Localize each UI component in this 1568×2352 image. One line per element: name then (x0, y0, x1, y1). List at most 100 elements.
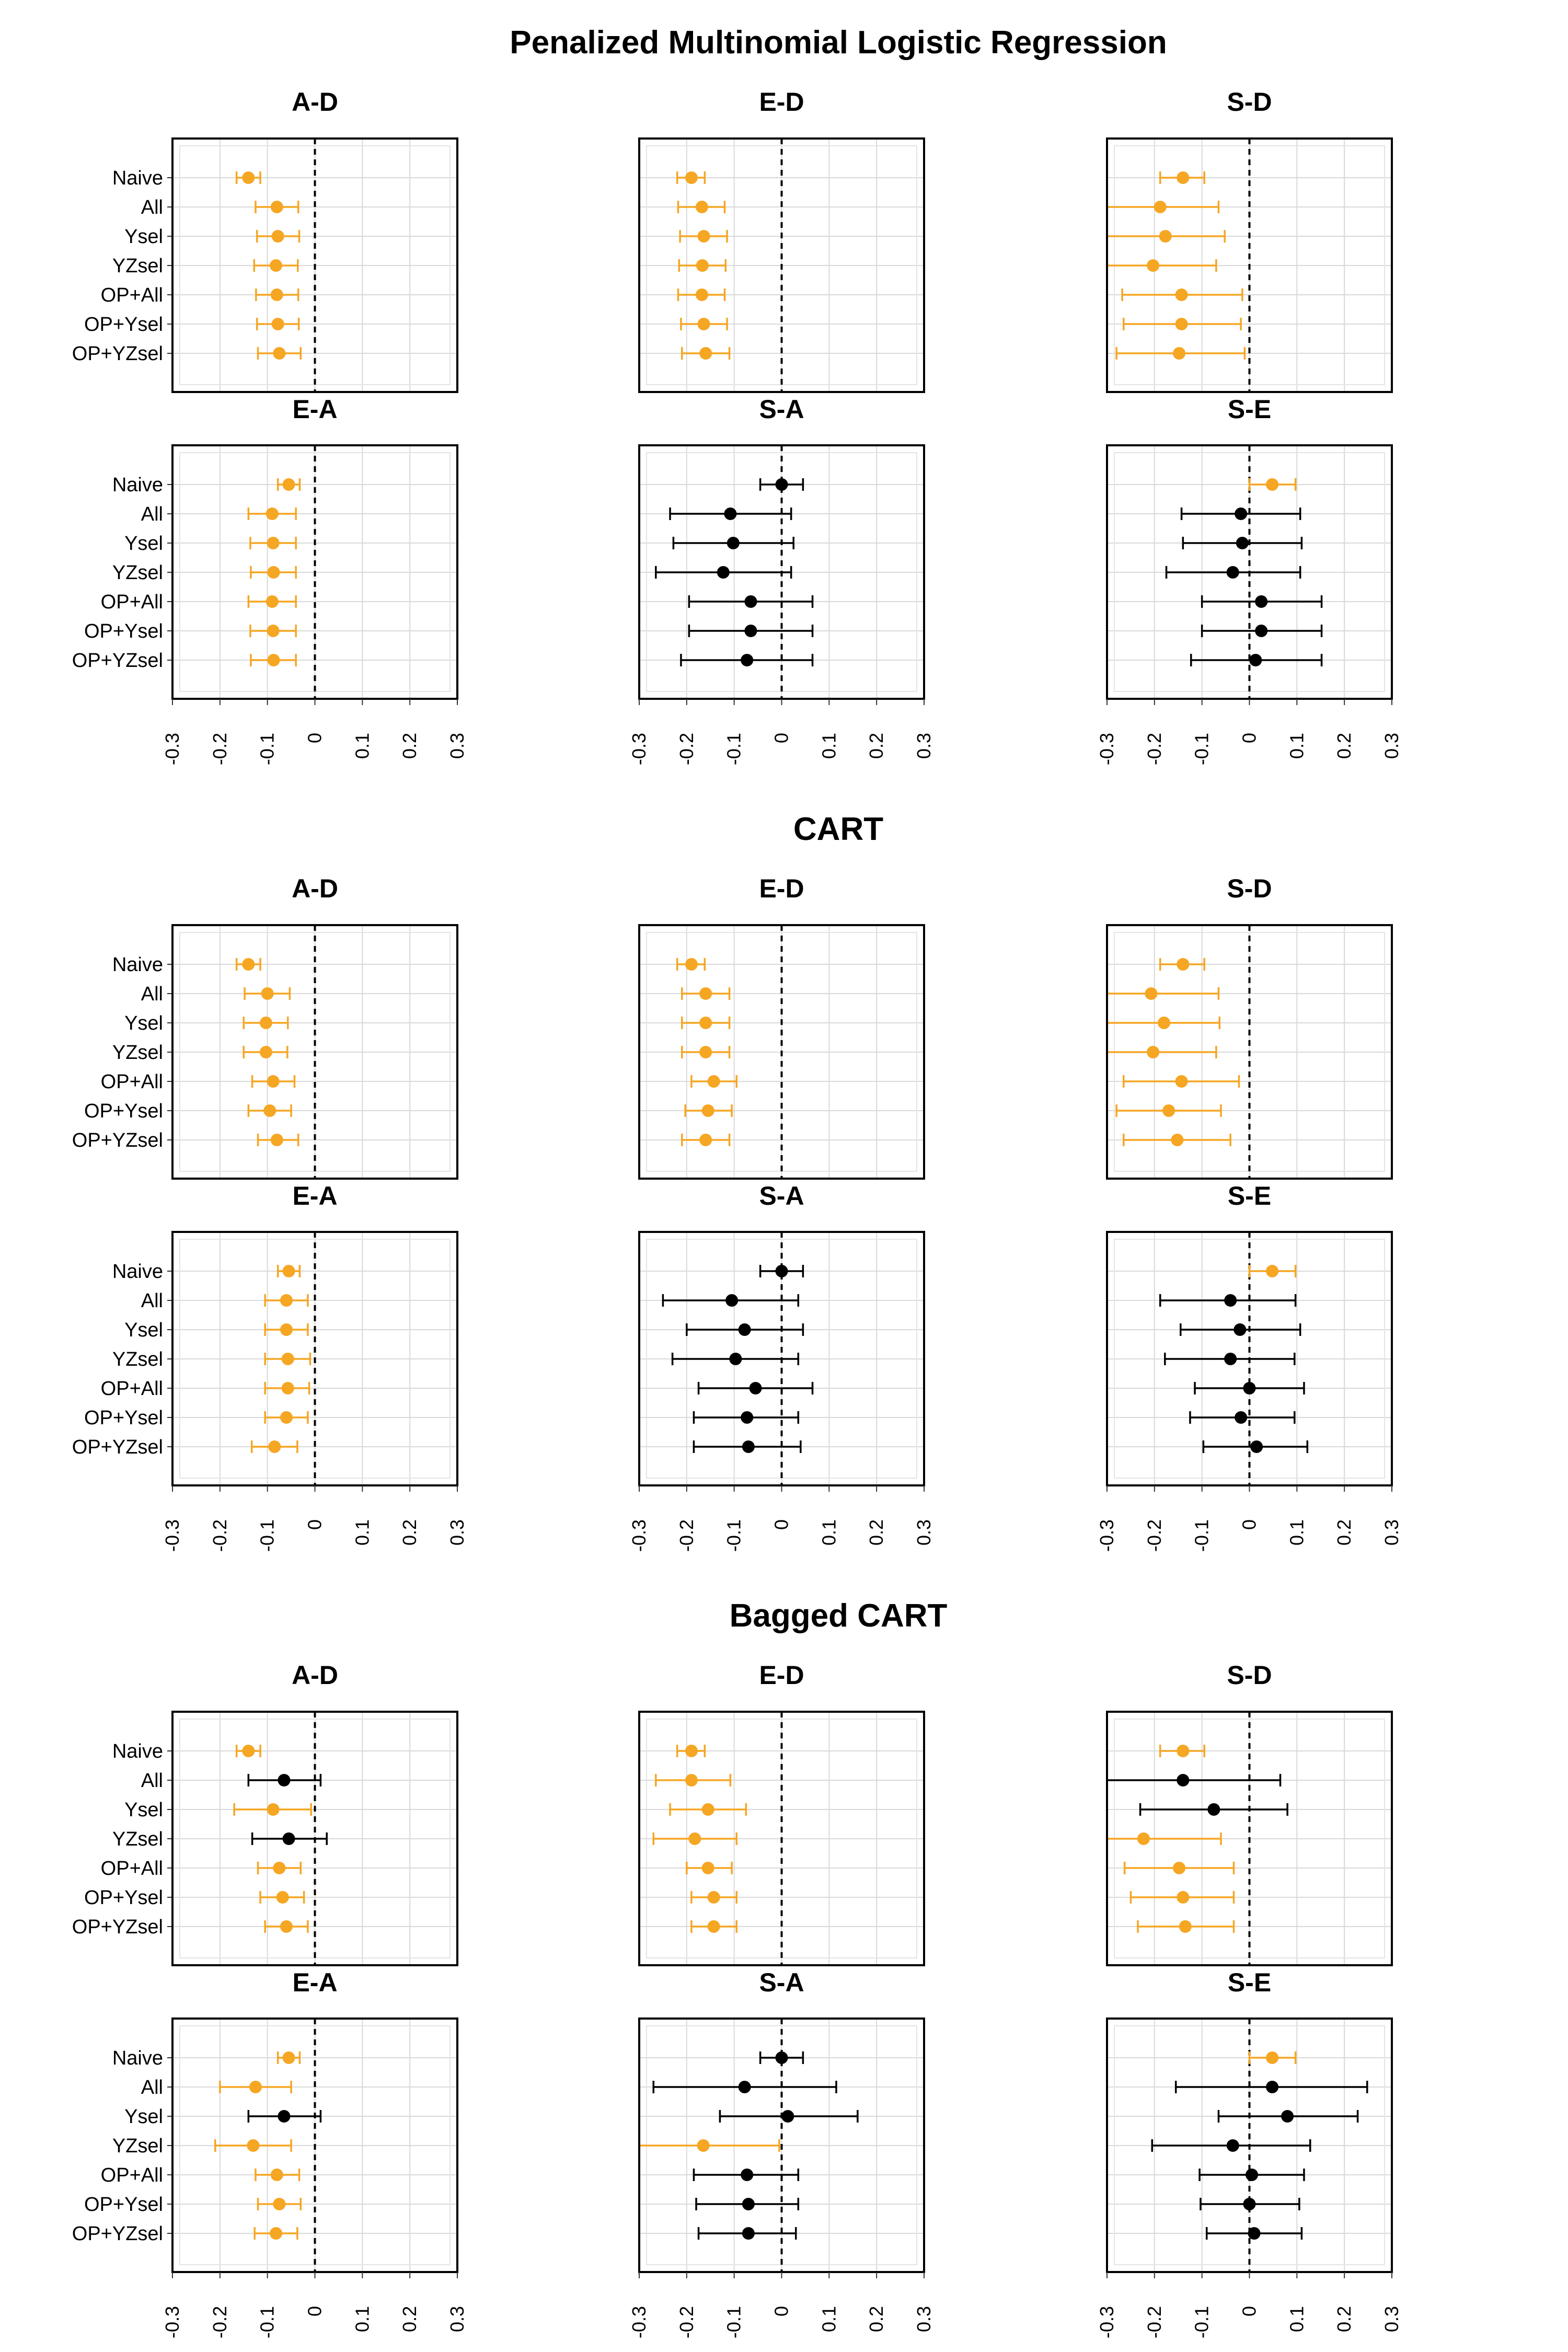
x-tick-label: 0 (304, 1519, 326, 1530)
x-tick-label: 0.3 (913, 2306, 935, 2332)
x-tick-label: -0.3 (162, 2306, 183, 2338)
estimate-point (775, 2051, 788, 2064)
x-tick-label: 0.2 (399, 733, 420, 759)
estimate-point (1226, 566, 1239, 579)
estimate-point (1177, 1745, 1190, 1757)
category-label: Naive (112, 1740, 163, 1762)
category-label: OP+Ysel (84, 1407, 163, 1429)
x-tick-label: 0 (304, 2306, 326, 2316)
category-label: OP+Ysel (84, 314, 163, 336)
x-tick-label: -0.2 (676, 733, 697, 765)
x-tick-label: 0 (1239, 2306, 1260, 2316)
estimate-point (1249, 654, 1262, 666)
x-tick-label: 0.2 (866, 1519, 887, 1546)
estimate-point (1233, 1323, 1247, 1336)
estimate-point (697, 230, 710, 243)
x-tick-label: 0 (1239, 733, 1260, 743)
panel-title: S-E (1228, 395, 1271, 424)
panel-title: S-A (759, 395, 804, 424)
panel-title: S-D (1227, 87, 1272, 117)
x-tick-label: 0.2 (866, 733, 887, 759)
estimate-point (1173, 1862, 1186, 1874)
category-label: Ysel (124, 1799, 163, 1821)
x-tick-label: 0.2 (1333, 733, 1355, 759)
x-tick-label: 0.3 (913, 733, 935, 759)
estimate-point (271, 318, 284, 330)
panel-border (171, 924, 458, 1180)
estimate-point (1246, 2169, 1259, 2181)
estimate-point (1154, 201, 1167, 213)
estimate-point (1235, 1411, 1248, 1424)
estimate-point (701, 1104, 714, 1117)
estimate-point (259, 1046, 272, 1058)
estimate-point (267, 1803, 280, 1816)
estimate-point (699, 1017, 712, 1029)
estimate-point (742, 2227, 755, 2240)
estimate-point (270, 2227, 283, 2240)
estimate-point (271, 230, 284, 243)
estimate-point (1162, 1104, 1175, 1117)
estimate-point (707, 1891, 720, 1904)
x-tick-label: -0.3 (1096, 1519, 1117, 1552)
forest-panel: S-A -0.3 -0.2 -0.1 0 0.1 0.2 0.3 (628, 1968, 935, 2338)
forest-panel: A-D Naive All Ysel YZsel OP+All OP+Ysel OP+YZse… (72, 874, 458, 1180)
estimate-point (744, 595, 757, 608)
panel-border (638, 1711, 925, 1966)
x-tick-label: 0.3 (446, 733, 468, 759)
x-tick-label: 0.3 (1381, 733, 1402, 759)
x-tick-label: 0 (771, 733, 792, 743)
estimate-point (699, 347, 712, 360)
category-label: All (141, 1770, 163, 1792)
estimate-point (280, 1323, 293, 1336)
forest-panel: S-D (1106, 874, 1393, 1180)
category-label: Naive (112, 2047, 163, 2069)
x-tick-label: -0.1 (1191, 2306, 1213, 2338)
estimate-point (1224, 1294, 1237, 1307)
x-tick-label: 0 (771, 2306, 792, 2316)
estimate-point (280, 1294, 293, 1307)
x-tick-label: -0.2 (1144, 1519, 1165, 1552)
estimate-point (727, 537, 740, 549)
category-label: Naive (112, 954, 163, 976)
estimate-point (1248, 2227, 1261, 2240)
panel-border (638, 137, 925, 393)
forest-panel: S-D (1106, 87, 1393, 393)
x-tick-label: -0.3 (162, 733, 183, 765)
panel-title: S-E (1228, 1181, 1271, 1210)
category-label: YZsel (112, 1348, 163, 1370)
estimate-point (697, 318, 710, 330)
estimate-point (742, 2198, 755, 2210)
category-label: OP+Ysel (84, 1100, 163, 1122)
estimate-point (270, 289, 283, 301)
estimate-point (1255, 625, 1268, 637)
category-label: YZsel (112, 255, 163, 277)
category-label: OP+All (101, 1378, 163, 1400)
estimate-point (1207, 1803, 1220, 1816)
x-tick-label: 0 (1239, 1519, 1260, 1530)
forest-panel: E-A Naive All Ysel YZsel OP+All OP+Ysel OP+YZse… (72, 395, 468, 765)
estimate-point (1243, 2198, 1256, 2210)
x-tick-label: 0.2 (1333, 2306, 1355, 2332)
estimate-point (685, 958, 698, 971)
estimate-point (267, 1075, 280, 1088)
x-tick-label: -0.3 (628, 2306, 650, 2338)
estimate-point (1147, 259, 1160, 272)
estimate-point (701, 1862, 714, 1874)
panel-title: E-A (292, 395, 337, 424)
forest-panel: S-E -0.3 -0.2 -0.1 0 0.1 0.2 0.3 (1096, 395, 1402, 765)
estimate-point (1177, 171, 1190, 184)
estimate-point (270, 201, 283, 213)
estimate-point (266, 595, 279, 608)
x-tick-label: -0.1 (257, 733, 278, 765)
estimate-point (707, 1920, 720, 1933)
forest-panel: A-D Naive All Ysel YZsel OP+All OP+Ysel OP+YZse… (72, 87, 458, 393)
estimate-point (267, 654, 280, 666)
x-tick-label: 0.3 (913, 1519, 935, 1546)
estimate-point (281, 1382, 294, 1394)
estimate-point (1147, 1046, 1160, 1058)
estimate-point (273, 2198, 286, 2210)
x-tick-label: 0.1 (818, 733, 839, 759)
forest-panel: E-D (638, 87, 925, 393)
estimate-point (695, 201, 708, 213)
estimate-point (1226, 2139, 1239, 2152)
